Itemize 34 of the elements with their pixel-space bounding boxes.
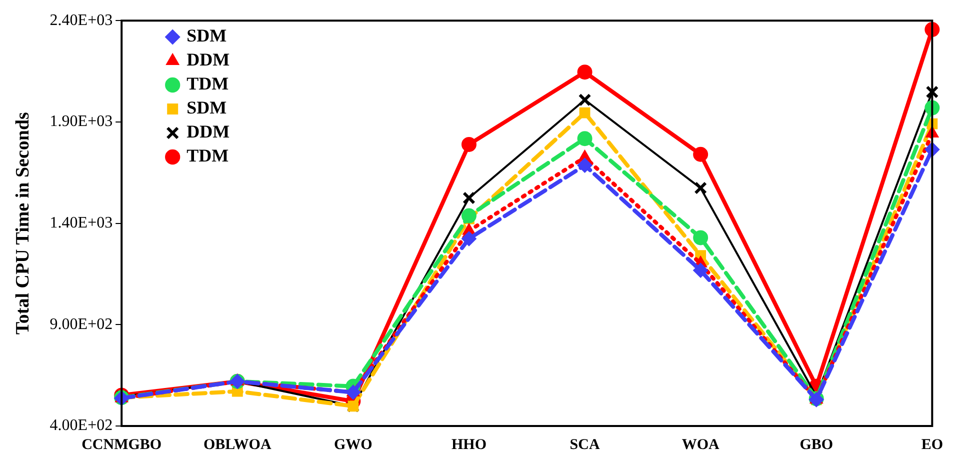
point	[693, 146, 708, 162]
x-tick-label: GWO	[334, 436, 372, 453]
y-tick-label: 9.00E+02	[50, 316, 113, 333]
y-tick-label: 4.00E+02	[50, 417, 113, 434]
point	[577, 64, 592, 80]
x-tick-label: SCA	[570, 436, 600, 453]
point	[346, 384, 361, 400]
point	[693, 230, 708, 246]
legend-label: TDM	[186, 74, 229, 94]
x-tick-label: HHO	[451, 436, 486, 453]
point	[579, 107, 590, 118]
legend-label: SDM	[186, 98, 227, 118]
point	[462, 192, 476, 204]
point	[578, 93, 592, 106]
legend-label: SDM	[186, 26, 227, 46]
x-tick-label: OBLWOA	[203, 436, 272, 453]
x-tick-label: CCNMGBO	[82, 436, 162, 453]
point	[461, 231, 476, 246]
point	[693, 262, 708, 278]
point	[694, 182, 708, 194]
legend-label: DDM	[186, 122, 230, 142]
point	[577, 131, 592, 146]
point	[577, 158, 592, 173]
x-tick-label: EO	[921, 436, 944, 453]
point	[926, 86, 939, 98]
y-tick-label: 1.90E+03	[50, 113, 113, 130]
y-axis-title: Total CPU Time in Seconds	[12, 112, 34, 335]
x-tick-label: WOA	[682, 436, 720, 453]
y-tick-label: 1.40E+03	[50, 214, 113, 232]
point	[461, 136, 476, 152]
x-tick-label: GBO	[800, 436, 834, 453]
legend-label: DDM	[186, 50, 230, 70]
y-tick-label: 2.40E+03	[50, 12, 113, 29]
legend-label: TDM	[186, 146, 229, 166]
